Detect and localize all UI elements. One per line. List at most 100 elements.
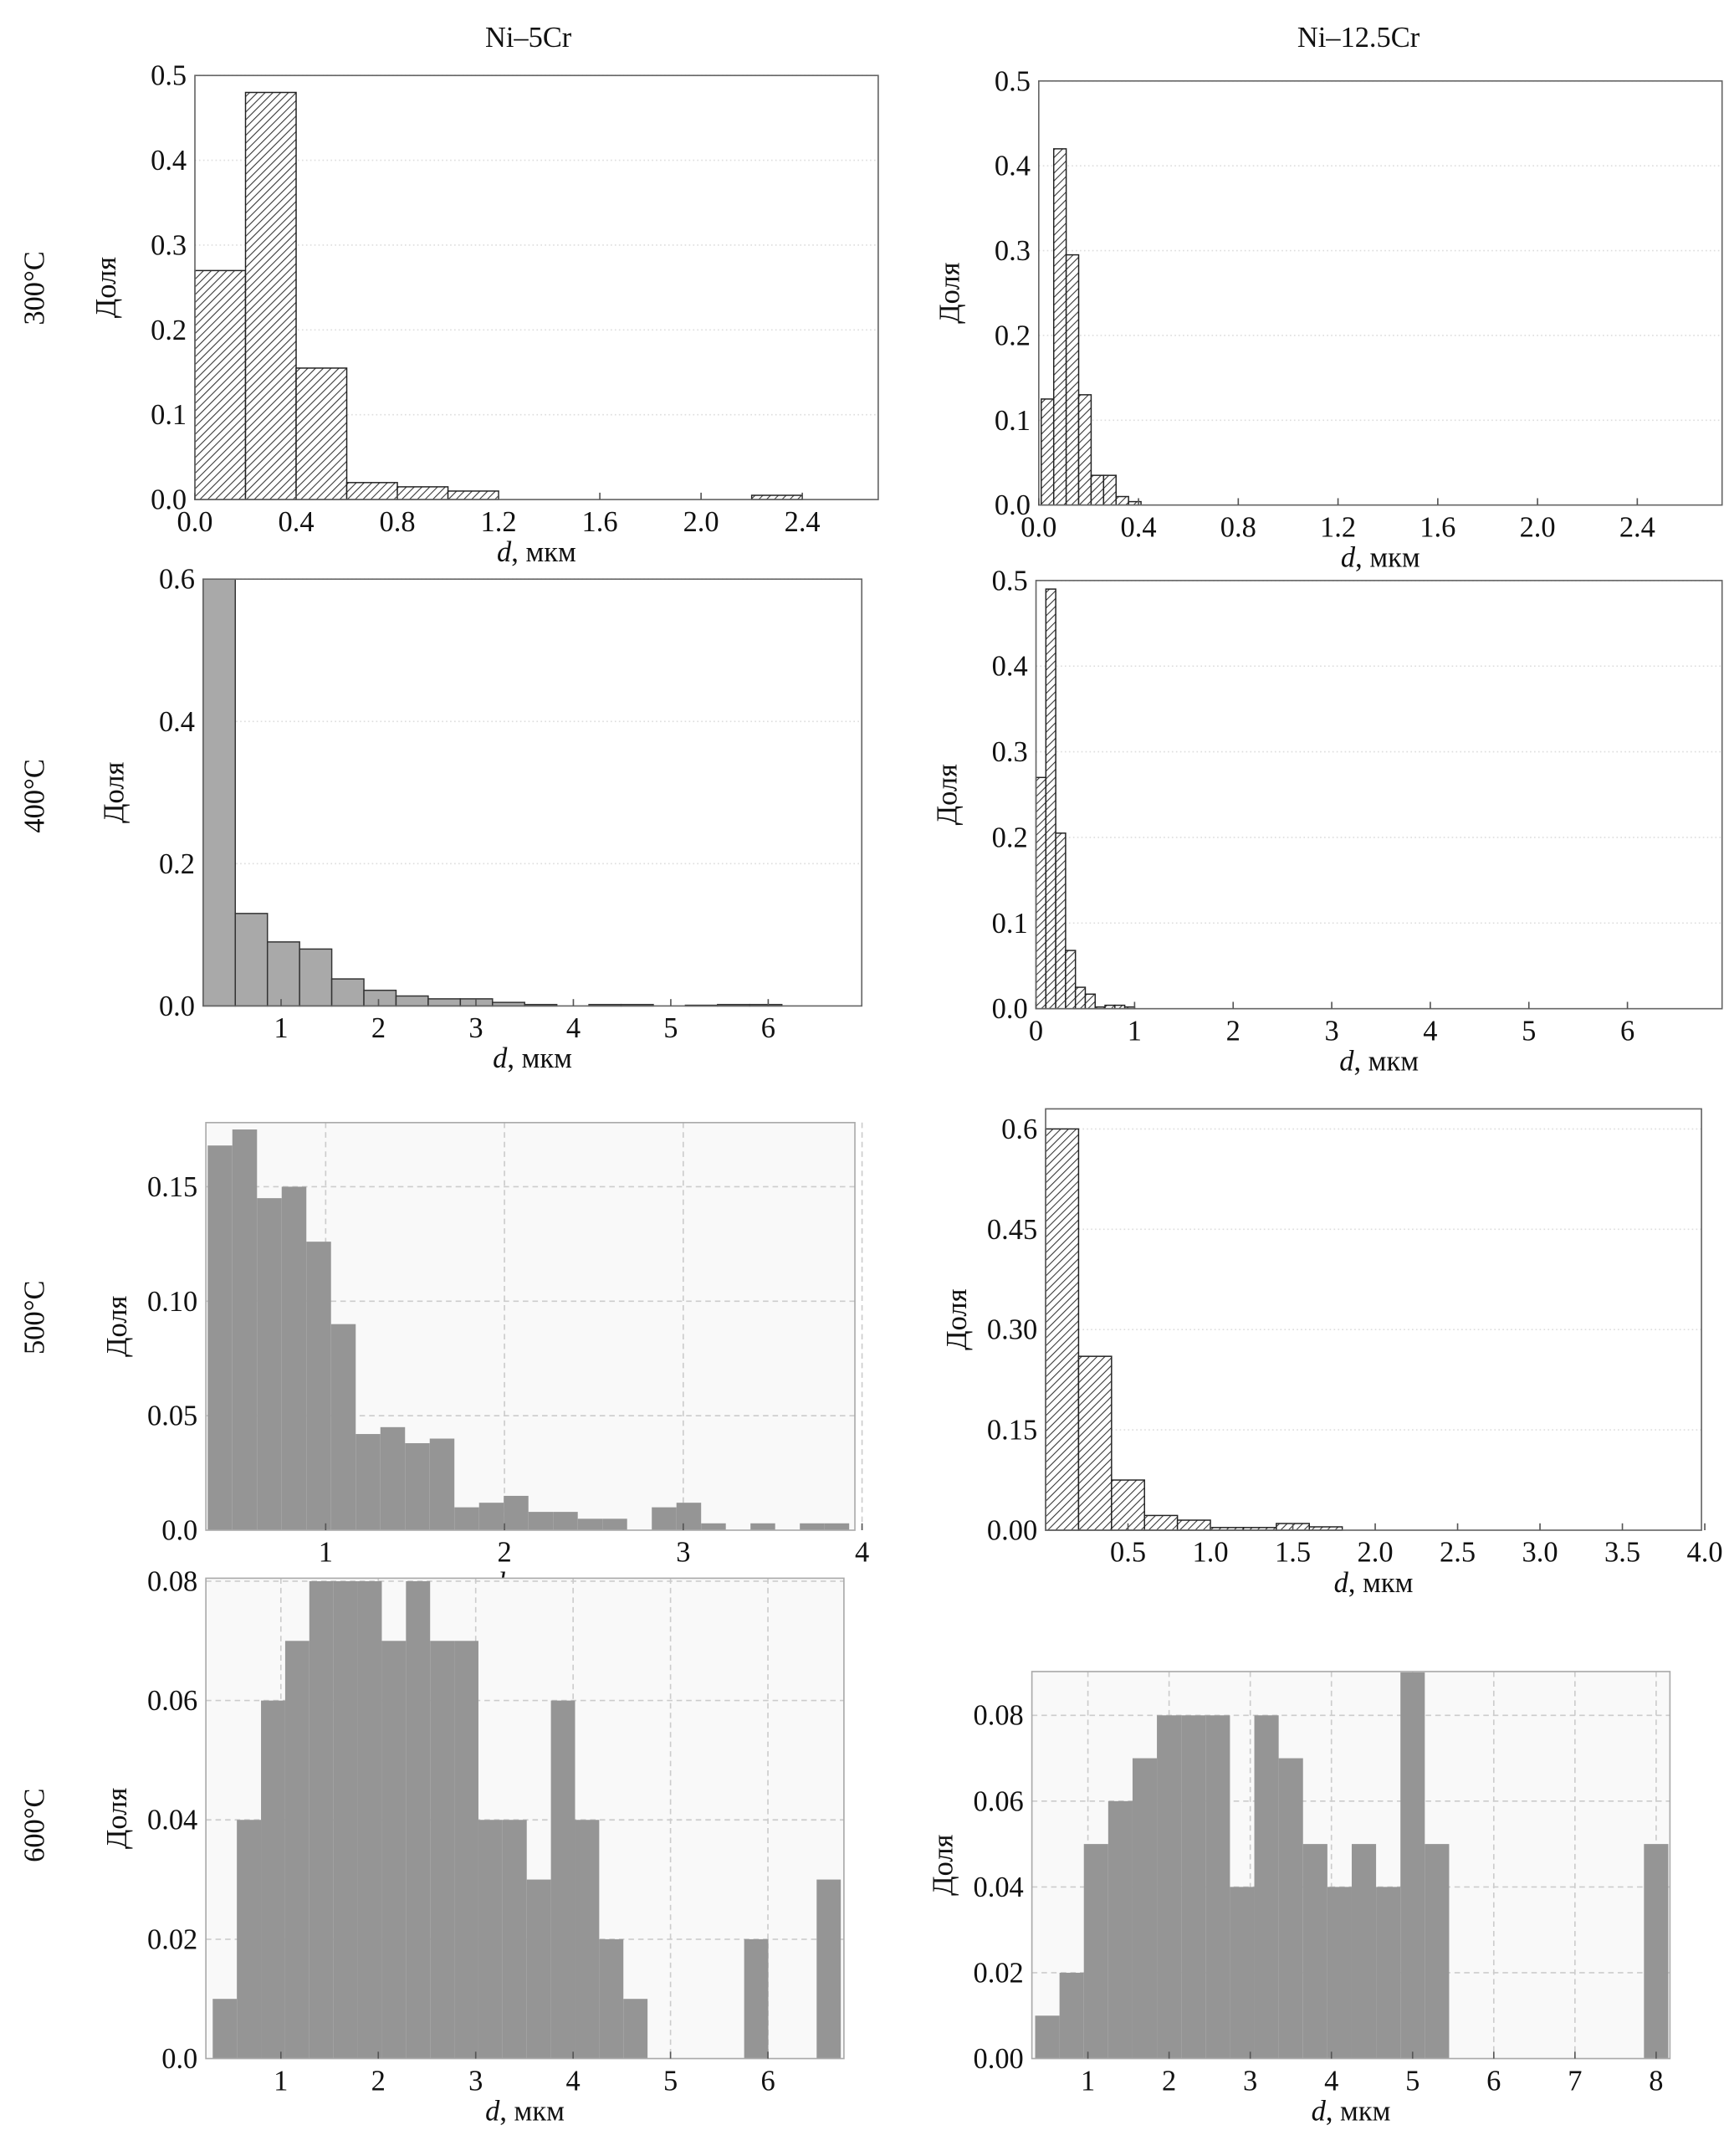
x-axis-variable: d [497, 536, 512, 568]
row-label-600: 600°C [19, 1788, 51, 1862]
histogram-panel: 0.0 0.1 0.2 0.3 0.4 0.5 0.0 0.4 0.8 1.2 1.6 2.0 2.4 Д… [90, 60, 879, 568]
x-axis-variable: d [1312, 2095, 1327, 2127]
plot-frame [202, 578, 863, 1007]
y-tick-label: 0.4 [151, 145, 187, 177]
histogram-bar [1157, 1715, 1182, 2059]
histogram-bar [447, 490, 499, 500]
y-tick-label: 0.0 [992, 993, 1028, 1025]
y-tick-label: 0.45 [987, 1214, 1037, 1246]
histogram-bar [207, 1145, 233, 1530]
x-tick-label: 4 [1423, 1015, 1437, 1047]
histogram-bar [1065, 253, 1080, 506]
histogram-bar [454, 1641, 478, 2059]
x-axis-variable: d [485, 2095, 500, 2127]
histogram-bar [1055, 832, 1067, 1010]
histogram-bar [306, 1242, 331, 1530]
histogram-bar [623, 1999, 648, 2059]
x-axis-label: d, мкм [1312, 2095, 1391, 2127]
histogram-panel: 0.00.050.100.151234Доляd, мкм [101, 1121, 869, 1599]
x-axis-unit: , мкм [1353, 1045, 1419, 1077]
x-tick-label: 5 [1522, 1015, 1536, 1047]
histogram-bar [202, 578, 237, 1007]
histogram-bar [1143, 1514, 1179, 1531]
x-tick-label: 2.4 [785, 506, 821, 538]
x-tick-label: 0.8 [1220, 511, 1256, 543]
y-tick-label: 0.3 [151, 229, 187, 261]
y-tick-label: 0.2 [159, 848, 195, 880]
x-tick-label: 5 [663, 2065, 678, 2097]
histogram-bar [1084, 993, 1096, 1010]
x-tick-label: 1 [274, 2065, 288, 2097]
x-tick-label: 2 [1226, 1015, 1240, 1047]
histogram-bar [478, 1820, 503, 2059]
x-tick-label: 3 [1243, 2065, 1257, 2097]
histogram-bar [1644, 1844, 1669, 2059]
histogram-bar [381, 1641, 407, 2059]
histogram-bar [284, 1641, 309, 2059]
x-tick-label: 1 [1081, 2065, 1095, 2097]
x-axis-label: d, мкм [1339, 1045, 1419, 1077]
y-tick-label: 0.2 [151, 315, 187, 346]
plot-area [202, 579, 862, 1006]
x-tick-label: 1.6 [582, 506, 618, 538]
histogram-bar [750, 1523, 775, 1530]
x-tick-label: 1.5 [1275, 1537, 1311, 1569]
histogram-bar [1035, 2015, 1060, 2059]
x-tick-label: 2.4 [1619, 511, 1655, 543]
y-tick-label: 0.00 [987, 1514, 1037, 1546]
histogram-bar [333, 1580, 358, 2059]
histogram-bar [1074, 986, 1087, 1010]
histogram-bar [357, 1580, 382, 2059]
y-tick-label: 0.4 [995, 151, 1031, 182]
histogram-bar [257, 1198, 282, 1530]
histogram-bar [1115, 495, 1129, 506]
x-tick-label: 4 [566, 1012, 581, 1044]
y-tick-label: 0.15 [147, 1171, 197, 1203]
x-axis-variable: d [1334, 1567, 1349, 1599]
x-axis-label: d, мкм [1341, 541, 1420, 573]
histogram-bar [430, 1641, 455, 2059]
x-tick-label: 2 [497, 1537, 511, 1569]
y-tick-label: 0.1 [992, 908, 1028, 940]
plot-area [1046, 1109, 1702, 1530]
histogram-bar [356, 1434, 381, 1530]
y-tick-label: 0.00 [974, 2043, 1024, 2075]
y-axis-label: Доля [927, 1834, 959, 1895]
histogram-bar [526, 1879, 551, 2059]
histogram-bar [1083, 1844, 1108, 2059]
x-tick-label: 4 [1324, 2065, 1338, 2097]
histogram-bar [1107, 1800, 1133, 2059]
histogram-bar [281, 1186, 307, 1530]
x-tick-label: 2.5 [1440, 1537, 1476, 1569]
y-axis-label: Доля [99, 762, 130, 823]
histogram-bar [363, 989, 397, 1007]
x-axis-unit: , мкм [511, 536, 576, 568]
histogram-bar [405, 1442, 430, 1530]
x-tick-label: 6 [1620, 1015, 1634, 1047]
y-tick-label: 0.08 [974, 1700, 1024, 1732]
histogram-bar [800, 1523, 825, 1530]
y-axis-label: Доля [90, 257, 122, 318]
y-tick-label: 0.15 [987, 1415, 1037, 1447]
histogram-bar [232, 1129, 258, 1530]
y-tick-label: 0.02 [147, 1923, 197, 1955]
x-tick-label: 5 [663, 1012, 678, 1044]
x-tick-label: 1 [319, 1537, 333, 1569]
row-label-300: 300°C [19, 251, 51, 325]
y-tick-label: 0.2 [992, 822, 1028, 853]
histogram-bar [744, 1938, 769, 2059]
x-tick-label: 1 [1128, 1015, 1142, 1047]
histogram-bar [1077, 394, 1092, 506]
histogram-bar [652, 1507, 677, 1530]
histogram-panel: 0.0 0.1 0.2 0.3 0.4 0.5 0 1 2 3 4 5 6 Доля d, мкм [931, 565, 1723, 1077]
column-title-ni-12-5cr: Ni–12.5Cr [1297, 22, 1420, 54]
x-axis-label: d, мкм [1334, 1567, 1414, 1599]
histogram-bar [1041, 398, 1055, 506]
y-tick-label: 0.5 [992, 565, 1028, 597]
x-tick-label: 2 [1162, 2065, 1176, 2097]
histogram-bar [1132, 1758, 1158, 2059]
plot-frame [205, 1577, 845, 2060]
histogram-bar [1102, 474, 1117, 506]
x-tick-label: 2.0 [683, 506, 719, 538]
plot-area [1038, 80, 1722, 505]
